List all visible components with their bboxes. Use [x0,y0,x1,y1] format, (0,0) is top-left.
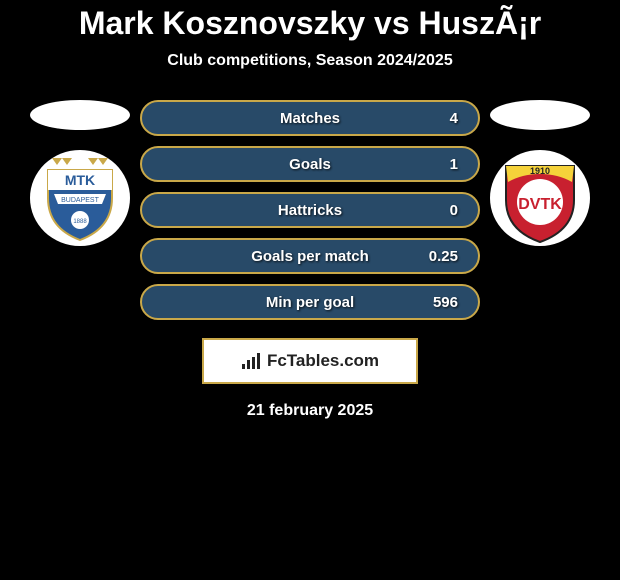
stat-right-value: 0 [418,202,458,219]
date-text: 21 february 2025 [0,402,620,420]
stat-right-value: 596 [418,294,458,311]
stat-row-goals: Goals 1 [140,146,480,182]
page-title: Mark Kosznovszky vs HuszÃ¡r [0,5,620,42]
left-player-photo [30,100,130,130]
stat-row-goals-per-match: Goals per match 0.25 [140,238,480,274]
comparison-container: Mark Kosznovszky vs HuszÃ¡r Club competi… [0,0,620,580]
svg-text:1910: 1910 [530,166,550,176]
right-club-badge: 1910 DVTK [490,150,590,246]
stat-right-value: 0.25 [418,248,458,265]
content-area: MTK BUDAPEST 1888 Matches 4 Goals 1 [0,100,620,320]
right-player-column: 1910 DVTK [480,100,600,246]
svg-text:1888: 1888 [73,219,87,225]
stat-label: Matches [280,110,340,127]
mtk-badge-icon: MTK BUDAPEST 1888 [32,152,128,244]
branding-content: FcTables.com [241,351,379,371]
stat-row-hattricks: Hattricks 0 [140,192,480,228]
svg-text:BUDAPEST: BUDAPEST [61,197,99,204]
right-player-photo [490,100,590,130]
branding-box[interactable]: FcTables.com [202,338,418,384]
stats-column: Matches 4 Goals 1 Hattricks 0 Goals per … [140,100,480,320]
svg-text:DVTK: DVTK [518,196,562,213]
stat-label: Goals per match [251,248,369,265]
stat-label: Min per goal [266,294,354,311]
left-player-column: MTK BUDAPEST 1888 [20,100,140,246]
dvtk-badge-icon: 1910 DVTK [492,152,588,244]
chart-icon [241,352,263,370]
svg-text:MTK: MTK [65,172,95,188]
stat-right-value: 4 [418,110,458,127]
stat-label: Hattricks [278,202,342,219]
stat-row-matches: Matches 4 [140,100,480,136]
stat-right-value: 1 [418,156,458,173]
stat-label: Goals [289,156,331,173]
stat-row-min-per-goal: Min per goal 596 [140,284,480,320]
branding-label: FcTables.com [267,351,379,371]
left-club-badge: MTK BUDAPEST 1888 [30,150,130,246]
page-subtitle: Club competitions, Season 2024/2025 [0,52,620,70]
